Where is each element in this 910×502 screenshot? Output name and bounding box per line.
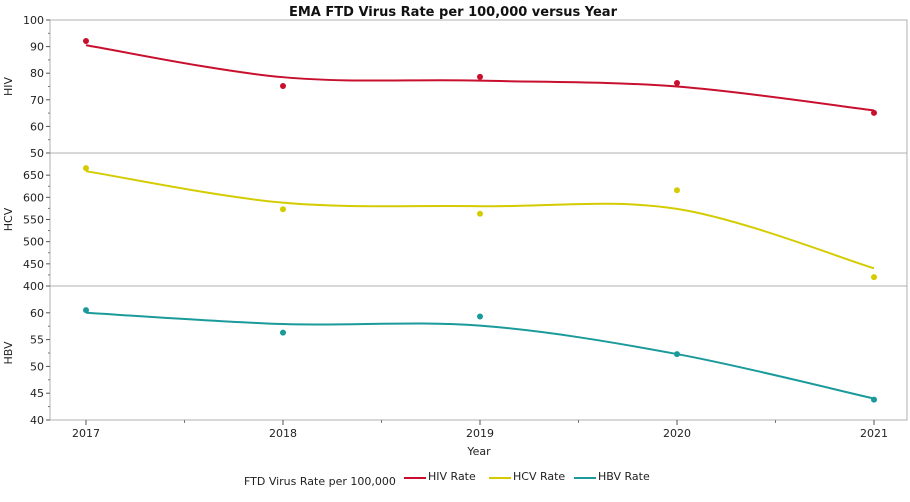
legend-label: HIV Rate — [428, 470, 476, 483]
data-point-hiv-rate — [871, 109, 877, 116]
data-point-hbv-rate — [871, 396, 877, 403]
data-point-hiv-rate — [477, 73, 483, 80]
data-point-hcv-rate — [871, 274, 877, 281]
x-tick-label: 2021 — [860, 427, 888, 440]
data-point-hcv-rate — [83, 165, 89, 172]
plot-layer: 50 60 70 80 90 100 HIV 400 450 500 550 600 650 HCV 40 4… — [2, 14, 908, 440]
y-tick-label: 400 — [23, 280, 44, 293]
data-point-hbv-rate — [280, 329, 286, 336]
x-tick-label: 2018 — [269, 427, 297, 440]
y-tick-label: 70 — [30, 94, 44, 107]
y-axis-label: HBV — [2, 341, 15, 364]
y-tick-label: 80 — [30, 67, 44, 80]
y-tick-label: 500 — [23, 236, 44, 249]
y-tick-label: 100 — [23, 14, 44, 27]
y-tick-label: 45 — [30, 387, 44, 400]
y-tick-label: 450 — [23, 258, 44, 271]
y-tick-label: 60 — [30, 307, 44, 320]
data-point-hiv-rate — [83, 38, 89, 45]
data-point-hcv-rate — [674, 187, 680, 194]
data-point-hbv-rate — [83, 307, 89, 314]
data-point-hbv-rate — [674, 351, 680, 358]
y-axis-label: HIV — [2, 77, 15, 97]
y-tick-label: 650 — [23, 169, 44, 182]
series-line-hiv-rate — [85, 44, 875, 112]
series-line-hbv-rate — [85, 311, 875, 400]
legend-label: HBV Rate — [598, 470, 650, 483]
y-tick-label: 90 — [30, 41, 44, 54]
x-tick-label: 2017 — [72, 427, 100, 440]
y-tick-label: 600 — [23, 191, 44, 204]
chart-title: EMA FTD Virus Rate per 100,000 versus Ye… — [289, 5, 618, 20]
legend: HIV Rate HCV Rate HBV Rate — [404, 470, 650, 483]
data-point-hiv-rate — [280, 82, 286, 89]
x-tick-label: 2019 — [466, 427, 494, 440]
y-tick-label: 50 — [30, 147, 44, 160]
legend-label: HCV Rate — [513, 470, 565, 483]
x-tick-label: 2020 — [663, 427, 691, 440]
y-tick-label: 40 — [30, 414, 44, 427]
x-axis-label: Year — [466, 445, 491, 458]
y-tick-label: 50 — [30, 360, 44, 373]
data-point-hcv-rate — [477, 210, 483, 217]
series-line-hcv-rate — [85, 170, 875, 270]
data-point-hcv-rate — [280, 206, 286, 213]
y-tick-label: 550 — [23, 214, 44, 227]
data-point-hiv-rate — [674, 80, 680, 87]
y-axis-label: HCV — [2, 207, 15, 231]
y-tick-label: 55 — [30, 334, 44, 347]
data-point-hbv-rate — [477, 313, 483, 320]
y-tick-label: 60 — [30, 120, 44, 133]
legend-title: FTD Virus Rate per 100,000 — [244, 475, 396, 488]
